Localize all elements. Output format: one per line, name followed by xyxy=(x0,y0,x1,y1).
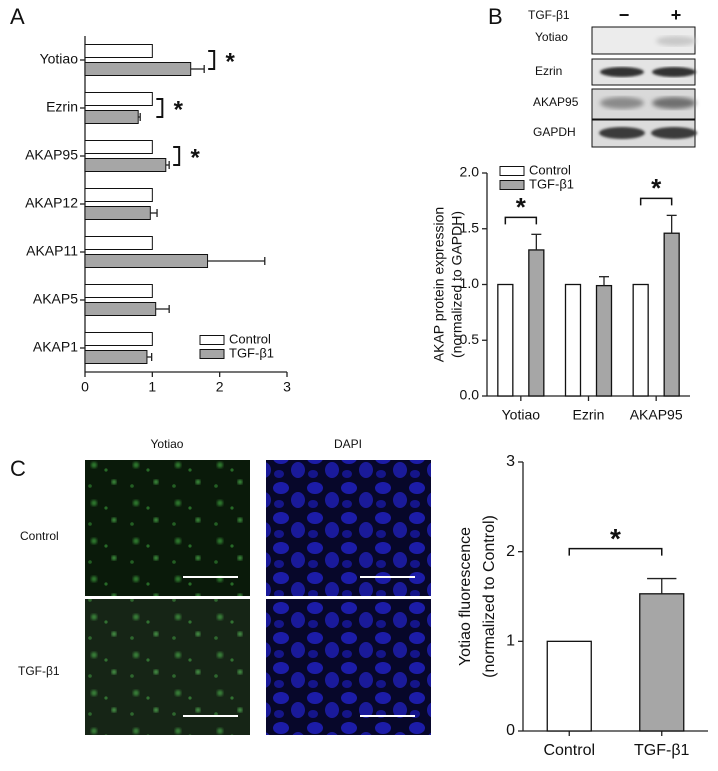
bar xyxy=(639,593,685,732)
significance-star: * xyxy=(651,173,662,203)
blot-lane: + xyxy=(671,5,682,25)
x-tick-label: 1 xyxy=(148,379,156,395)
x-tick-label: 3 xyxy=(283,379,291,395)
bar xyxy=(84,140,153,154)
y-tick-label: AKAP95 xyxy=(25,147,78,163)
significance-star: * xyxy=(190,144,200,171)
y-axis-label: Yotiao fluorescence xyxy=(457,527,474,666)
y-tick-label: 0.5 xyxy=(460,331,480,347)
y-tick-label: 1 xyxy=(506,633,515,650)
y-axis-label: AKAP protein expression xyxy=(431,207,447,362)
x-tick-label: AKAP95 xyxy=(630,407,683,423)
micrograph-row: Control xyxy=(20,529,59,543)
bar xyxy=(84,302,157,316)
blot-row-label: Yotiao xyxy=(535,30,568,44)
panel-label: C xyxy=(10,456,26,481)
x-tick-label: TGF-β1 xyxy=(634,742,690,759)
significance-star: * xyxy=(610,523,621,554)
blot-lane: − xyxy=(619,5,630,25)
bar xyxy=(84,236,153,250)
blot-band xyxy=(652,97,696,109)
y-tick-label: 1.5 xyxy=(460,219,480,235)
legend-label: TGF-β1 xyxy=(529,176,574,191)
micrograph xyxy=(85,599,250,735)
significance-star: * xyxy=(516,192,527,222)
blot-band xyxy=(600,67,644,77)
legend-swatch xyxy=(499,166,525,176)
bar xyxy=(546,640,592,732)
significance-star: * xyxy=(174,96,184,123)
micrographs: Yotiao DAPI Control TGF-β1 xyxy=(18,437,431,735)
y-tick-label: 2 xyxy=(506,543,515,560)
panel-label: A xyxy=(10,4,25,29)
bar xyxy=(663,232,680,397)
bar xyxy=(564,283,582,397)
bar xyxy=(84,188,153,202)
panel-label: B xyxy=(488,4,503,29)
x-tick-label: 0 xyxy=(81,379,89,395)
western-blot: TGF-β1 − + Yotiao Ezrin AKAP95 GAPDH xyxy=(528,5,697,148)
y-tick-label: AKAP5 xyxy=(33,291,78,307)
blot-row-label: AKAP95 xyxy=(533,95,579,109)
x-tick-label: Ezrin xyxy=(573,407,605,423)
micrograph xyxy=(85,460,250,596)
micrograph-column: DAPI xyxy=(334,437,362,451)
y-tick-label: 3 xyxy=(506,453,515,470)
significance-bracket xyxy=(156,98,164,118)
blot-row-label: Ezrin xyxy=(535,64,562,78)
blot-row-label: GAPDH xyxy=(533,125,576,139)
significance-bracket xyxy=(208,50,216,70)
bar xyxy=(632,283,649,397)
y-axis-label: (normalized to Control) xyxy=(481,515,498,678)
bar xyxy=(595,284,613,397)
y-tick-label: AKAP11 xyxy=(26,243,78,259)
bar xyxy=(84,110,139,124)
bar xyxy=(497,283,514,397)
y-tick-label: 0.0 xyxy=(460,387,480,403)
micrograph xyxy=(266,599,431,735)
y-tick-label: AKAP12 xyxy=(25,195,78,211)
blot-band xyxy=(651,127,697,139)
y-tick-label: 0 xyxy=(506,722,515,739)
legend-label: Control xyxy=(229,331,271,346)
legend-label: Control xyxy=(529,162,571,177)
significance-star: * xyxy=(226,48,236,75)
bar xyxy=(84,62,192,76)
y-tick-label: AKAP1 xyxy=(33,339,78,355)
x-tick-label: Control xyxy=(543,742,595,759)
significance-bracket xyxy=(504,216,538,225)
blot-band xyxy=(599,127,645,139)
y-tick-label: 1.0 xyxy=(460,275,480,291)
bar xyxy=(84,254,209,268)
significance-bracket xyxy=(173,146,181,166)
significance-bracket xyxy=(639,197,673,206)
blot-band xyxy=(656,36,696,46)
legend-swatch xyxy=(499,180,525,190)
x-tick-label: Yotiao xyxy=(502,407,541,423)
bar xyxy=(84,158,167,172)
micrograph-row: TGF-β1 xyxy=(18,664,60,678)
significance-bracket xyxy=(568,547,663,556)
bar xyxy=(84,332,153,346)
y-tick-label: 2.0 xyxy=(460,164,480,180)
blot-band xyxy=(652,67,696,77)
micrograph xyxy=(266,460,431,596)
blot-band xyxy=(600,97,644,109)
blot-treatment: TGF-β1 xyxy=(528,8,570,22)
bar xyxy=(84,284,153,298)
legend-swatch xyxy=(199,335,225,345)
bar xyxy=(84,92,153,106)
bar xyxy=(84,350,148,364)
bar xyxy=(84,44,153,58)
y-axis-label: (normalized to GAPDH) xyxy=(449,211,465,358)
y-tick-label: Ezrin xyxy=(46,99,78,115)
bar xyxy=(528,249,545,397)
micrograph-column: Yotiao xyxy=(151,437,184,451)
bar xyxy=(84,206,151,220)
y-tick-label: Yotiao xyxy=(40,51,79,67)
legend-swatch xyxy=(199,349,225,359)
legend-label: TGF-β1 xyxy=(229,345,274,360)
x-tick-label: 2 xyxy=(216,379,224,395)
